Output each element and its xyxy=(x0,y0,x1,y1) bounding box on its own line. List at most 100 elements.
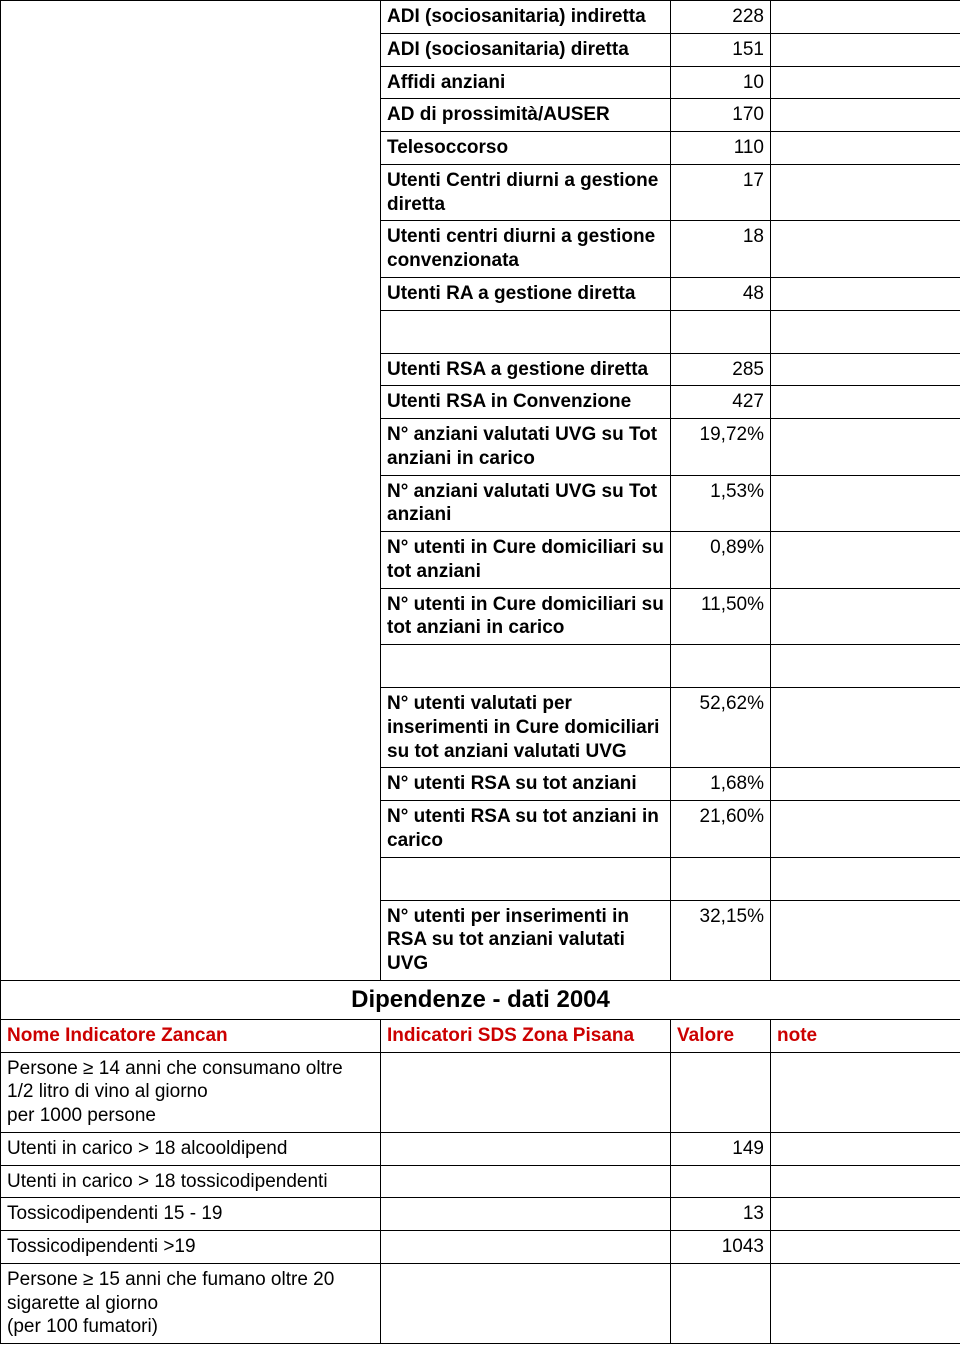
indicator-label: N° utenti valutati per inserimenti in Cu… xyxy=(381,688,671,768)
indicator-label xyxy=(381,857,671,900)
indicator-label: N° utenti RSA su tot anziani in carico xyxy=(381,801,671,858)
note-cell xyxy=(771,277,960,310)
section-title-row: Dipendenze - dati 2004 xyxy=(1,980,960,1019)
table-row: Utenti in carico > 18 tossicodipendenti xyxy=(1,1165,960,1198)
indicator-label: N° utenti in Cure domiciliari su tot anz… xyxy=(381,588,671,645)
indicator-name: Tossicodipendenti >19 xyxy=(1,1231,381,1264)
note-cell xyxy=(771,1052,960,1132)
note-cell xyxy=(771,164,960,221)
indicator-mid xyxy=(381,1231,671,1264)
note-cell xyxy=(771,33,960,66)
note-cell xyxy=(771,1165,960,1198)
indicator-label: Utenti centri diurni a gestione convenzi… xyxy=(381,221,671,278)
indicator-value: 21,60% xyxy=(671,801,771,858)
note-cell xyxy=(771,66,960,99)
note-cell xyxy=(771,900,960,980)
indicator-mid xyxy=(381,1132,671,1165)
indicator-value: 1,53% xyxy=(671,475,771,532)
indicator-value: 110 xyxy=(671,132,771,165)
note-cell xyxy=(771,1231,960,1264)
col-header-mid: Indicatori SDS Zona Pisana xyxy=(381,1019,671,1052)
indicator-value: 18 xyxy=(671,221,771,278)
indicator-value xyxy=(671,645,771,688)
indicator-label: Utenti Centri diurni a gestione diretta xyxy=(381,164,671,221)
note-cell xyxy=(771,353,960,386)
indicator-label: AD di prossimità/AUSER xyxy=(381,99,671,132)
note-cell xyxy=(771,857,960,900)
indicator-value: 32,15% xyxy=(671,900,771,980)
note-cell xyxy=(771,386,960,419)
note-cell xyxy=(771,1198,960,1231)
indicator-name: Utenti in carico > 18 tossicodipendenti xyxy=(1,1165,381,1198)
note-cell xyxy=(771,132,960,165)
indicator-mid xyxy=(381,1165,671,1198)
indicator-label xyxy=(381,645,671,688)
indicator-label: ADI (sociosanitaria) diretta xyxy=(381,33,671,66)
data-table: ADI (sociosanitaria) indiretta228ADI (so… xyxy=(0,0,960,1344)
indicator-label: N° anziani valutati UVG su Tot anziani xyxy=(381,475,671,532)
indicator-label: Telesoccorso xyxy=(381,132,671,165)
indicator-label xyxy=(381,310,671,353)
indicator-value xyxy=(671,1052,771,1132)
indicator-value xyxy=(671,310,771,353)
indicator-label: Utenti RA a gestione diretta xyxy=(381,277,671,310)
indicator-value: 1043 xyxy=(671,1231,771,1264)
left-spacer xyxy=(1,1,381,981)
note-cell xyxy=(771,588,960,645)
indicator-name: Utenti in carico > 18 alcooldipend xyxy=(1,1132,381,1165)
indicator-label: Utenti RSA in Convenzione xyxy=(381,386,671,419)
note-cell xyxy=(771,475,960,532)
col-header-note: note xyxy=(771,1019,960,1052)
note-cell xyxy=(771,310,960,353)
note-cell xyxy=(771,532,960,589)
indicator-label: N° utenti in Cure domiciliari su tot anz… xyxy=(381,532,671,589)
note-cell xyxy=(771,1263,960,1343)
section-header-row: Nome Indicatore ZancanIndicatori SDS Zon… xyxy=(1,1019,960,1052)
table-row: ADI (sociosanitaria) indiretta228 xyxy=(1,1,960,34)
indicator-value: 170 xyxy=(671,99,771,132)
indicator-value: 1,68% xyxy=(671,768,771,801)
table-row: Tossicodipendenti >19 1043 xyxy=(1,1231,960,1264)
indicator-name: Persone ≥ 15 anni che fumano oltre 20 si… xyxy=(1,1263,381,1343)
table-row: Persone ≥ 14 anni che consumano oltre 1/… xyxy=(1,1052,960,1132)
indicator-value: 228 xyxy=(671,1,771,34)
indicator-value: 0,89% xyxy=(671,532,771,589)
indicator-mid xyxy=(381,1052,671,1132)
table-row: Tossicodipendenti 15 - 19 13 xyxy=(1,1198,960,1231)
section-title: Dipendenze - dati 2004 xyxy=(1,980,960,1019)
indicator-value: 427 xyxy=(671,386,771,419)
indicator-label: N° utenti RSA su tot anziani xyxy=(381,768,671,801)
col-header-val: Valore xyxy=(671,1019,771,1052)
note-cell xyxy=(771,688,960,768)
indicator-value xyxy=(671,1263,771,1343)
indicator-name: Tossicodipendenti 15 - 19 xyxy=(1,1198,381,1231)
indicator-value: 13 xyxy=(671,1198,771,1231)
indicator-value: 285 xyxy=(671,353,771,386)
note-cell xyxy=(771,801,960,858)
indicator-label: N° anziani valutati UVG su Tot anziani i… xyxy=(381,419,671,476)
indicator-value: 17 xyxy=(671,164,771,221)
indicator-value: 19,72% xyxy=(671,419,771,476)
indicator-value: 151 xyxy=(671,33,771,66)
indicator-mid xyxy=(381,1198,671,1231)
indicator-name: Persone ≥ 14 anni che consumano oltre 1/… xyxy=(1,1052,381,1132)
note-cell xyxy=(771,768,960,801)
indicator-label: N° utenti per inserimenti in RSA su tot … xyxy=(381,900,671,980)
indicator-label: Utenti RSA a gestione diretta xyxy=(381,353,671,386)
indicator-mid xyxy=(381,1263,671,1343)
note-cell xyxy=(771,99,960,132)
indicator-value xyxy=(671,1165,771,1198)
indicator-value: 48 xyxy=(671,277,771,310)
note-cell xyxy=(771,645,960,688)
col-header-left: Nome Indicatore Zancan xyxy=(1,1019,381,1052)
indicator-label: ADI (sociosanitaria) indiretta xyxy=(381,1,671,34)
indicator-label: Affidi anziani xyxy=(381,66,671,99)
note-cell xyxy=(771,1,960,34)
indicator-value: 10 xyxy=(671,66,771,99)
table-row: Persone ≥ 15 anni che fumano oltre 20 si… xyxy=(1,1263,960,1343)
note-cell xyxy=(771,419,960,476)
indicator-value: 52,62% xyxy=(671,688,771,768)
indicator-value xyxy=(671,857,771,900)
indicator-value: 149 xyxy=(671,1132,771,1165)
table-row: Utenti in carico > 18 alcooldipend 149 xyxy=(1,1132,960,1165)
